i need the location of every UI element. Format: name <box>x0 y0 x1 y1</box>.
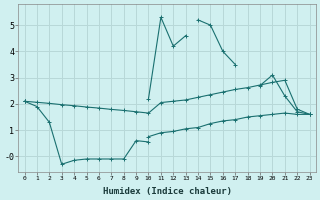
X-axis label: Humidex (Indice chaleur): Humidex (Indice chaleur) <box>103 187 232 196</box>
